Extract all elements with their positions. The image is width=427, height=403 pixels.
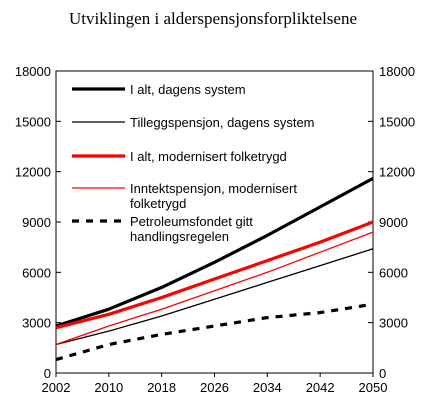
y-tick-label-right: 6000 bbox=[379, 265, 408, 280]
series-line-3 bbox=[55, 220, 374, 330]
x-tick-label: 2010 bbox=[94, 380, 123, 395]
legend-label-1: I alt, dagens system bbox=[130, 82, 246, 97]
y-tick-label-right: 12000 bbox=[379, 165, 415, 180]
y-tick-label-right: 9000 bbox=[379, 215, 408, 230]
y-tick-label-left: 0 bbox=[44, 366, 51, 381]
y-tick-label-left: 18000 bbox=[15, 64, 51, 79]
y-tick-label-left: 9000 bbox=[22, 215, 51, 230]
legend-label-4: Inntektspensjon, modernisert bbox=[130, 181, 297, 196]
legend-label-3: I alt, modernisert folketrygd bbox=[130, 149, 287, 164]
x-tick-label: 2042 bbox=[306, 380, 335, 395]
y-tick-label-right: 3000 bbox=[379, 316, 408, 331]
x-tick-label: 2018 bbox=[147, 380, 176, 395]
chart-title: Utviklingen i alderspensjonsforpliktelse… bbox=[69, 9, 357, 28]
y-tick-label-left: 15000 bbox=[15, 114, 51, 129]
x-tick-label: 2050 bbox=[359, 380, 388, 395]
y-tick-label-left: 6000 bbox=[22, 265, 51, 280]
series-line-2 bbox=[55, 248, 374, 346]
y-tick-label-left: 12000 bbox=[15, 165, 51, 180]
x-tick-label: 2002 bbox=[42, 380, 71, 395]
series-line-1 bbox=[55, 176, 374, 328]
y-tick-label-left: 3000 bbox=[22, 316, 51, 331]
legend-label-5: handlingsregelen bbox=[130, 229, 229, 244]
y-tick-label-right: 0 bbox=[379, 366, 386, 381]
legend-label-4: folketrygd bbox=[130, 196, 186, 211]
series-line-5 bbox=[55, 302, 374, 362]
legend-label-2: Tilleggspensjon, dagens system bbox=[130, 115, 315, 130]
legend-label-5: Petroleumsfondet gitt bbox=[130, 214, 253, 229]
y-tick-label-right: 18000 bbox=[379, 64, 415, 79]
x-tick-label: 2026 bbox=[200, 380, 229, 395]
y-tick-label-right: 15000 bbox=[379, 114, 415, 129]
series-line-4 bbox=[55, 231, 374, 346]
x-tick-label: 2034 bbox=[253, 380, 282, 395]
